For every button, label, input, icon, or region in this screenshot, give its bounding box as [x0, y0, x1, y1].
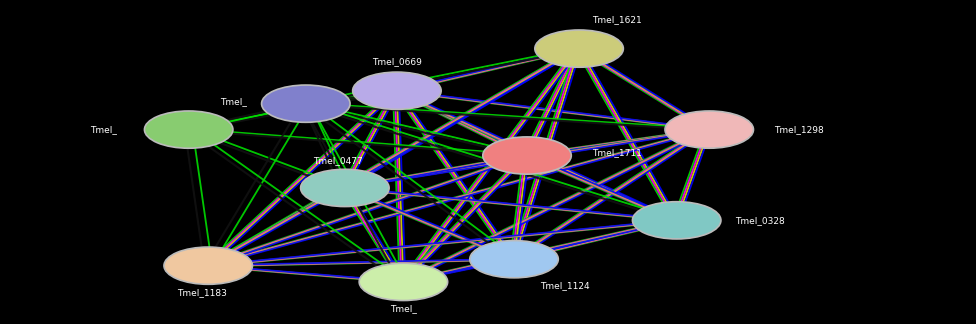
Text: Tmel_0328: Tmel_0328	[735, 216, 785, 225]
Ellipse shape	[535, 30, 624, 67]
Text: Tmel_1183: Tmel_1183	[177, 288, 226, 297]
Text: Tmel_: Tmel_	[90, 125, 117, 134]
Ellipse shape	[483, 137, 571, 174]
Ellipse shape	[144, 111, 233, 148]
Text: Tmel_: Tmel_	[221, 98, 247, 107]
Text: Tmel_1711: Tmel_1711	[592, 148, 642, 157]
Ellipse shape	[665, 111, 753, 148]
Text: Tmel_1298: Tmel_1298	[774, 125, 824, 134]
Ellipse shape	[469, 240, 558, 278]
Text: Tmel_1124: Tmel_1124	[540, 281, 590, 290]
Ellipse shape	[359, 263, 448, 301]
Ellipse shape	[301, 169, 389, 207]
Text: Tmel_0477: Tmel_0477	[313, 156, 363, 165]
Text: Tmel_: Tmel_	[390, 304, 417, 313]
Ellipse shape	[164, 247, 253, 284]
Ellipse shape	[262, 85, 350, 122]
Ellipse shape	[632, 202, 721, 239]
Ellipse shape	[352, 72, 441, 110]
Text: Tmel_0669: Tmel_0669	[372, 57, 422, 66]
Text: Tmel_1621: Tmel_1621	[592, 15, 642, 24]
